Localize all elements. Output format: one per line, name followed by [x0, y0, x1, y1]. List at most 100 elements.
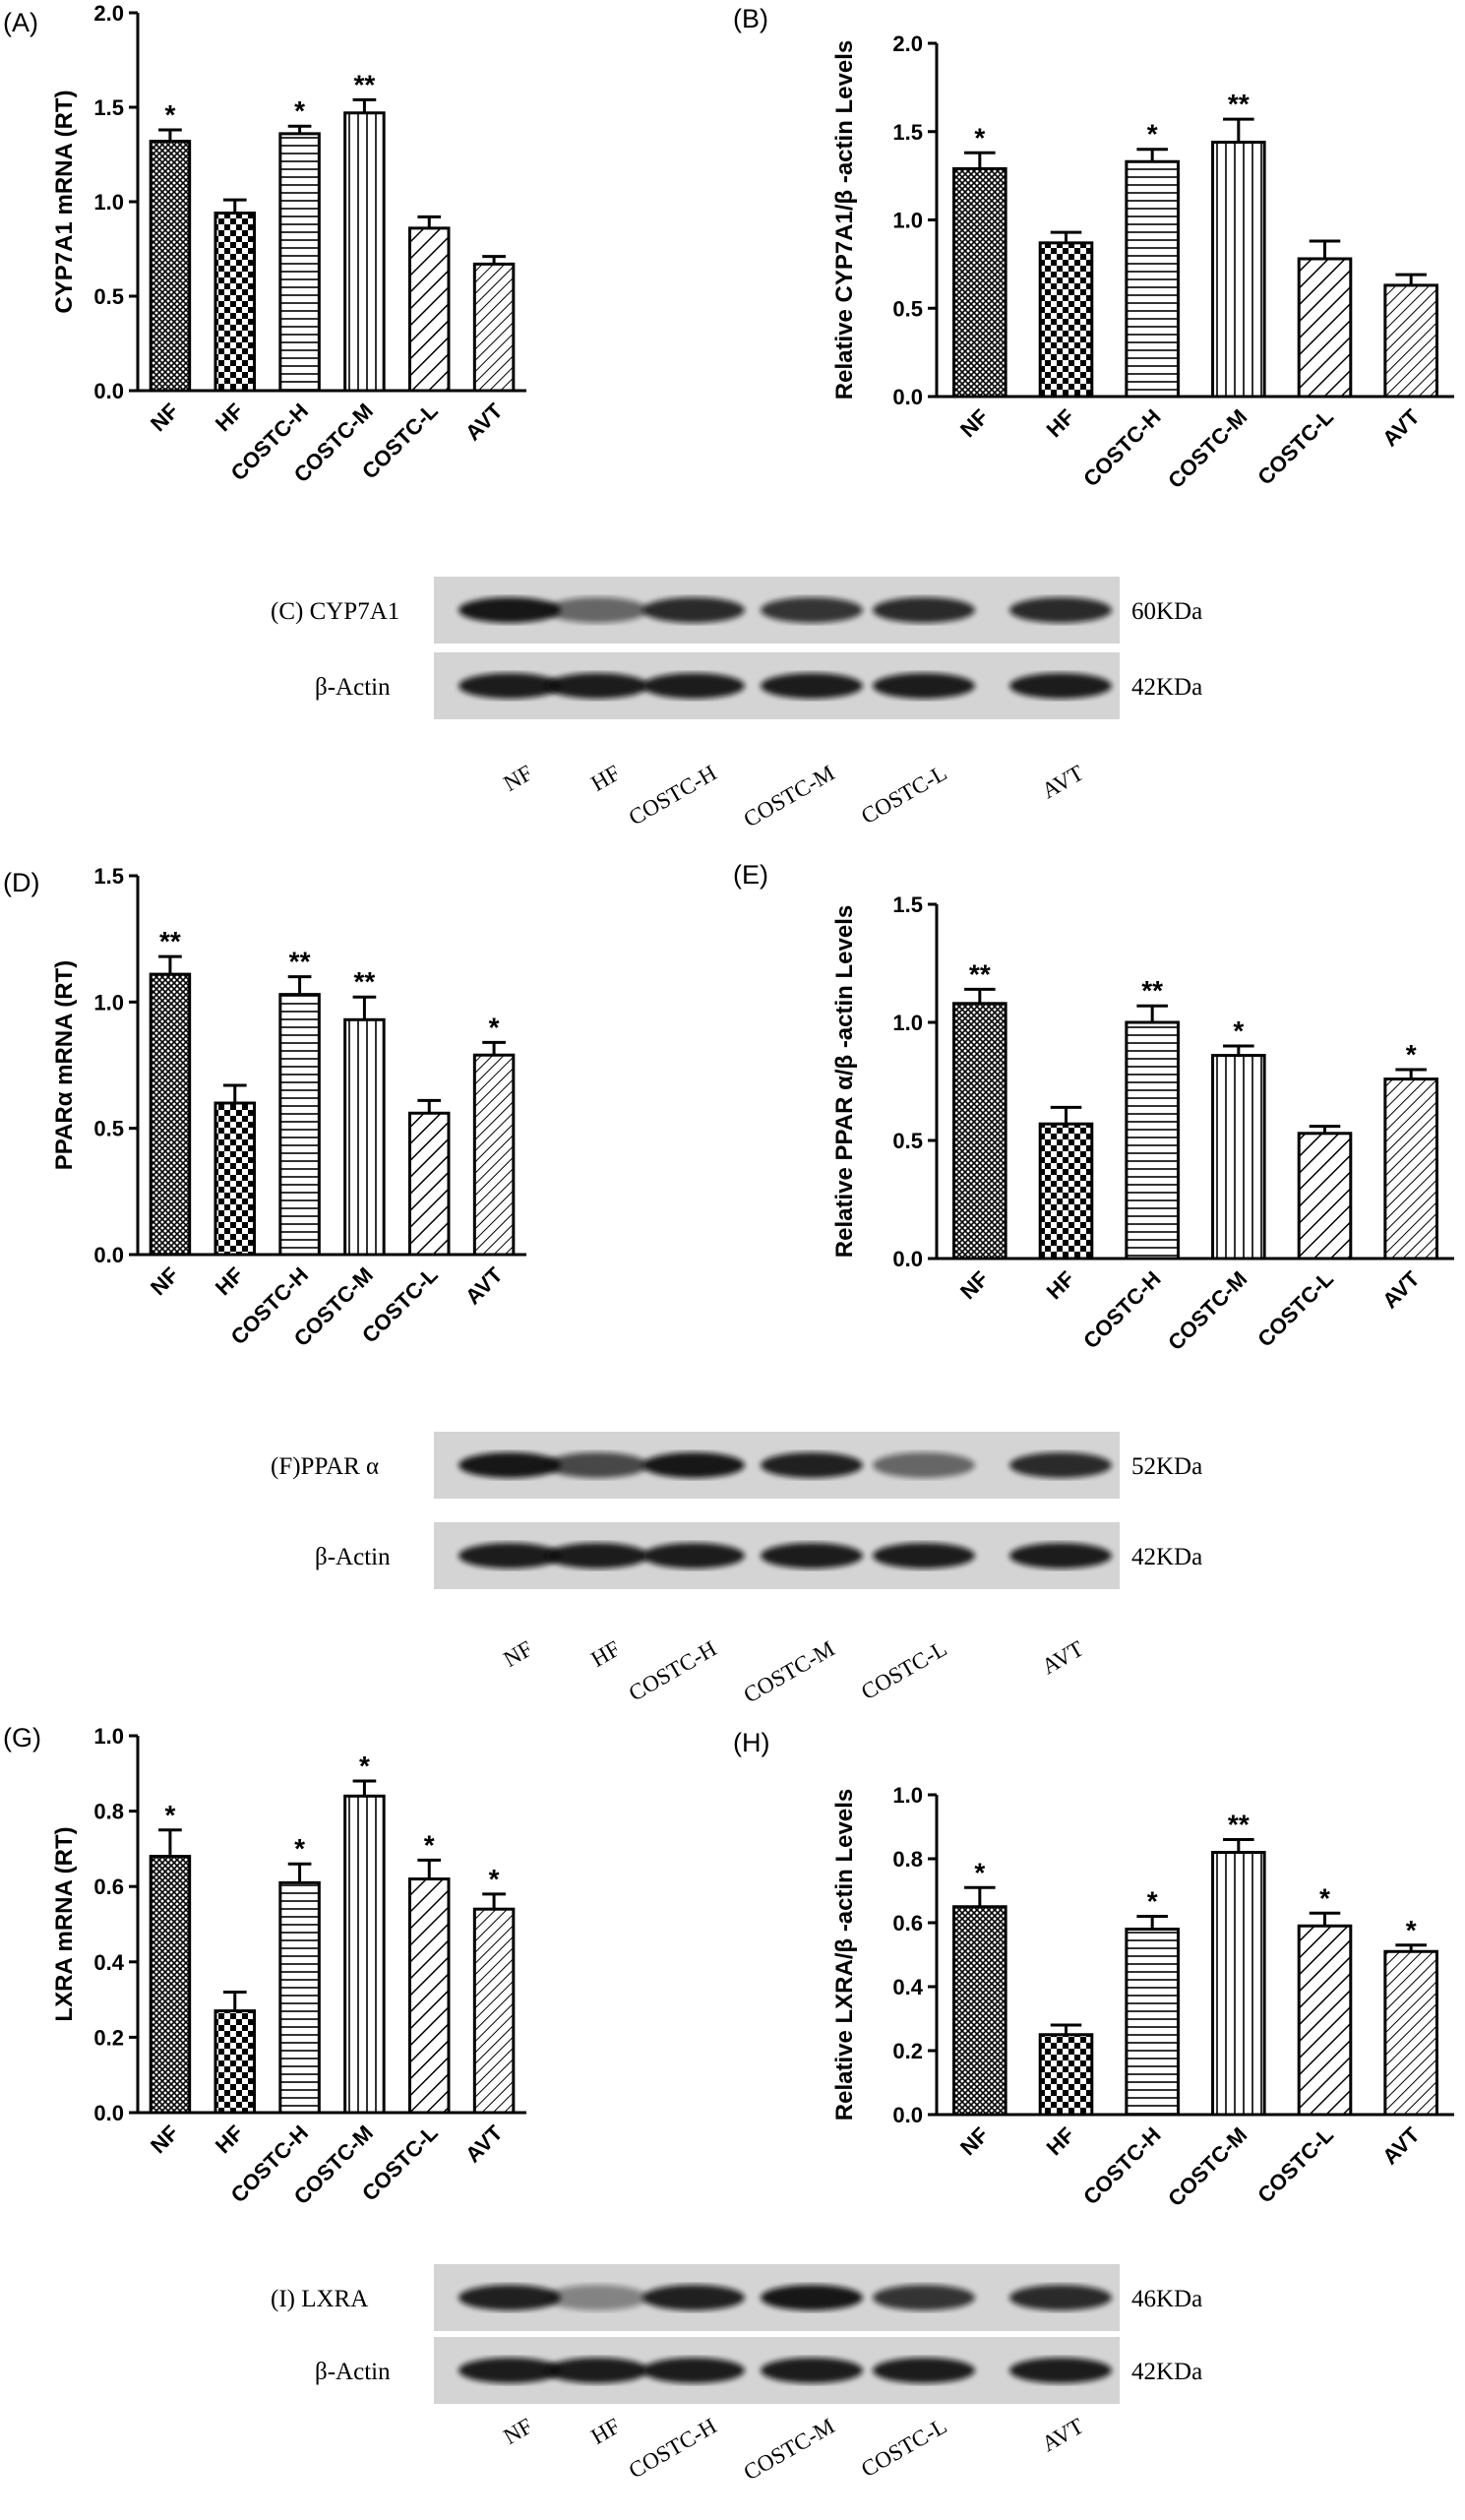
lane-label: NF	[500, 2414, 537, 2449]
control-size: 42KDa	[1131, 1544, 1202, 1570]
blot-band	[1009, 673, 1112, 699]
lane-label: AVT	[1038, 2414, 1088, 2457]
blot-band	[873, 2285, 975, 2310]
blot-band	[642, 2358, 745, 2383]
y-axis-label: PPARα mRNA (RT)	[51, 960, 78, 1170]
control-label: β-Actin	[315, 674, 391, 701]
x-tick-label: AVT	[1377, 2121, 1425, 2169]
x-tick-label: NF	[955, 1266, 993, 1304]
blot-band	[761, 1543, 863, 1568]
x-tick-label: HF	[1042, 404, 1079, 442]
lane-label: AVT	[1038, 761, 1088, 804]
y-tick-label: 0.6	[892, 1911, 923, 1936]
blot-band	[642, 1452, 745, 1478]
bar	[408, 1111, 451, 1257]
bar	[149, 972, 192, 1257]
lane-label: COSTC-M	[739, 761, 838, 832]
bar	[1038, 1122, 1094, 1260]
significance-label: *	[1319, 1882, 1330, 1913]
x-tick-label: AVT	[1377, 403, 1425, 451]
y-tick-label: 0.0	[892, 385, 923, 409]
panel-label: (E)	[733, 860, 768, 890]
y-tick-label: 1.0	[892, 209, 923, 233]
x-tick-label: COSTC-M	[1163, 404, 1251, 493]
panel-label: (A)	[3, 8, 38, 37]
lane-label: COSTC-L	[857, 1636, 951, 1705]
blot-band	[458, 2358, 561, 2383]
y-tick-label: 0.8	[892, 1847, 923, 1872]
bar	[343, 111, 386, 393]
bar	[149, 140, 192, 393]
bar	[472, 1053, 516, 1257]
y-tick-label: 0.6	[93, 1875, 124, 1899]
lane-label: COSTC-H	[625, 2414, 721, 2484]
blot-label: (I) LXRA	[271, 2286, 368, 2312]
significance-label: *	[974, 1857, 985, 1887]
x-tick-label: HF	[211, 1262, 248, 1300]
blot-band	[761, 673, 863, 699]
bar	[952, 1002, 1007, 1260]
y-tick-label: 0.4	[892, 1975, 923, 1999]
bar	[1125, 1020, 1180, 1260]
bar	[408, 1877, 451, 2115]
lane-label: HF	[587, 2414, 625, 2449]
significance-label: **	[289, 947, 311, 977]
x-tick-label: AVT	[460, 398, 508, 445]
significance-label: *	[424, 1829, 435, 1860]
x-tick-label: COSTC-M	[1163, 1266, 1251, 1355]
bar	[278, 993, 321, 1257]
y-axis-label: CYP7A1 mRNA (RT)	[51, 90, 78, 313]
x-tick-label: COSTC-L	[1252, 404, 1338, 490]
blot-band	[546, 597, 648, 623]
lane-label: COSTC-L	[857, 761, 951, 830]
x-tick-label: AVT	[460, 1261, 508, 1309]
significance-label: *	[489, 1012, 500, 1042]
y-tick-label: 2.0	[93, 1, 124, 26]
y-axis-label: Relative CYP7A1/β -actin Levels	[831, 40, 858, 400]
significance-label: *	[164, 1800, 175, 1830]
blot-band	[873, 1452, 975, 1478]
y-tick-label: 0.5	[93, 284, 124, 309]
lane-label: NF	[500, 761, 537, 796]
y-tick-label: 1.0	[892, 1011, 923, 1035]
blot-band	[873, 673, 975, 699]
blot-band	[761, 597, 863, 623]
panel-label: (G)	[3, 1723, 41, 1752]
bar	[1125, 159, 1180, 399]
y-tick-label: 0.2	[892, 2039, 923, 2063]
lane-label: NF	[500, 1636, 537, 1672]
x-tick-label: AVT	[1377, 1265, 1425, 1313]
blot-size: 46KDa	[1131, 2286, 1202, 2312]
blot-band	[458, 2285, 561, 2310]
blot-band	[642, 673, 745, 699]
x-tick-label: COSTC-L	[1252, 1266, 1338, 1352]
blot-band	[873, 1543, 975, 1568]
bar	[952, 166, 1007, 399]
blot-band	[458, 1543, 561, 1568]
y-tick-label: 0.5	[892, 1129, 923, 1153]
bar	[149, 1855, 192, 2115]
y-axis-label: Relative PPAR α/β -actin Levels	[831, 905, 858, 1258]
lane-label: COSTC-H	[625, 761, 721, 830]
significance-label: **	[1141, 975, 1163, 1006]
blot-band	[546, 1543, 648, 1568]
bar	[278, 132, 321, 393]
y-tick-label: 1.0	[93, 990, 124, 1014]
y-tick-label: 1.5	[892, 120, 923, 145]
blot-band	[642, 597, 745, 623]
bar	[472, 262, 516, 393]
y-tick-label: 1.0	[93, 190, 124, 215]
lane-label: HF	[587, 1636, 625, 1672]
x-tick-label: AVT	[460, 2120, 508, 2167]
bar	[1383, 1949, 1438, 2117]
blot-band	[642, 2285, 745, 2310]
blot-band	[546, 2285, 648, 2310]
y-tick-label: 0.5	[892, 296, 923, 321]
control-size: 42KDa	[1131, 2359, 1202, 2385]
x-tick-label: NF	[955, 404, 993, 442]
blot-band	[1009, 1452, 1112, 1478]
blot-band	[1009, 2358, 1112, 2383]
blot-band	[546, 2358, 648, 2383]
